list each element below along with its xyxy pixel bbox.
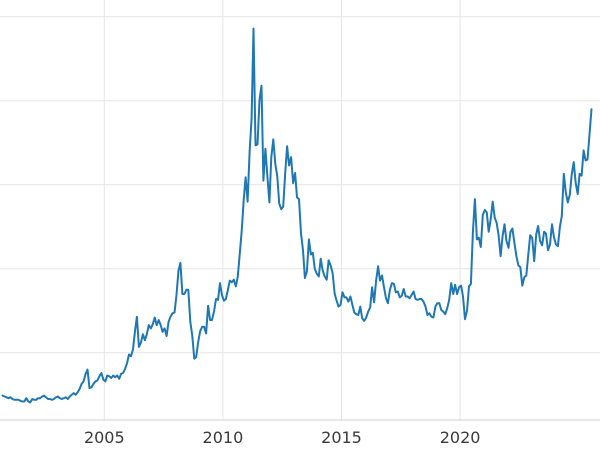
x-tick-label: 2015 <box>321 428 362 447</box>
x-tick-label: 2005 <box>84 428 125 447</box>
price-line <box>1 27 593 404</box>
x-tick-label: 2010 <box>203 428 244 447</box>
x-tick-label: 2020 <box>440 428 481 447</box>
